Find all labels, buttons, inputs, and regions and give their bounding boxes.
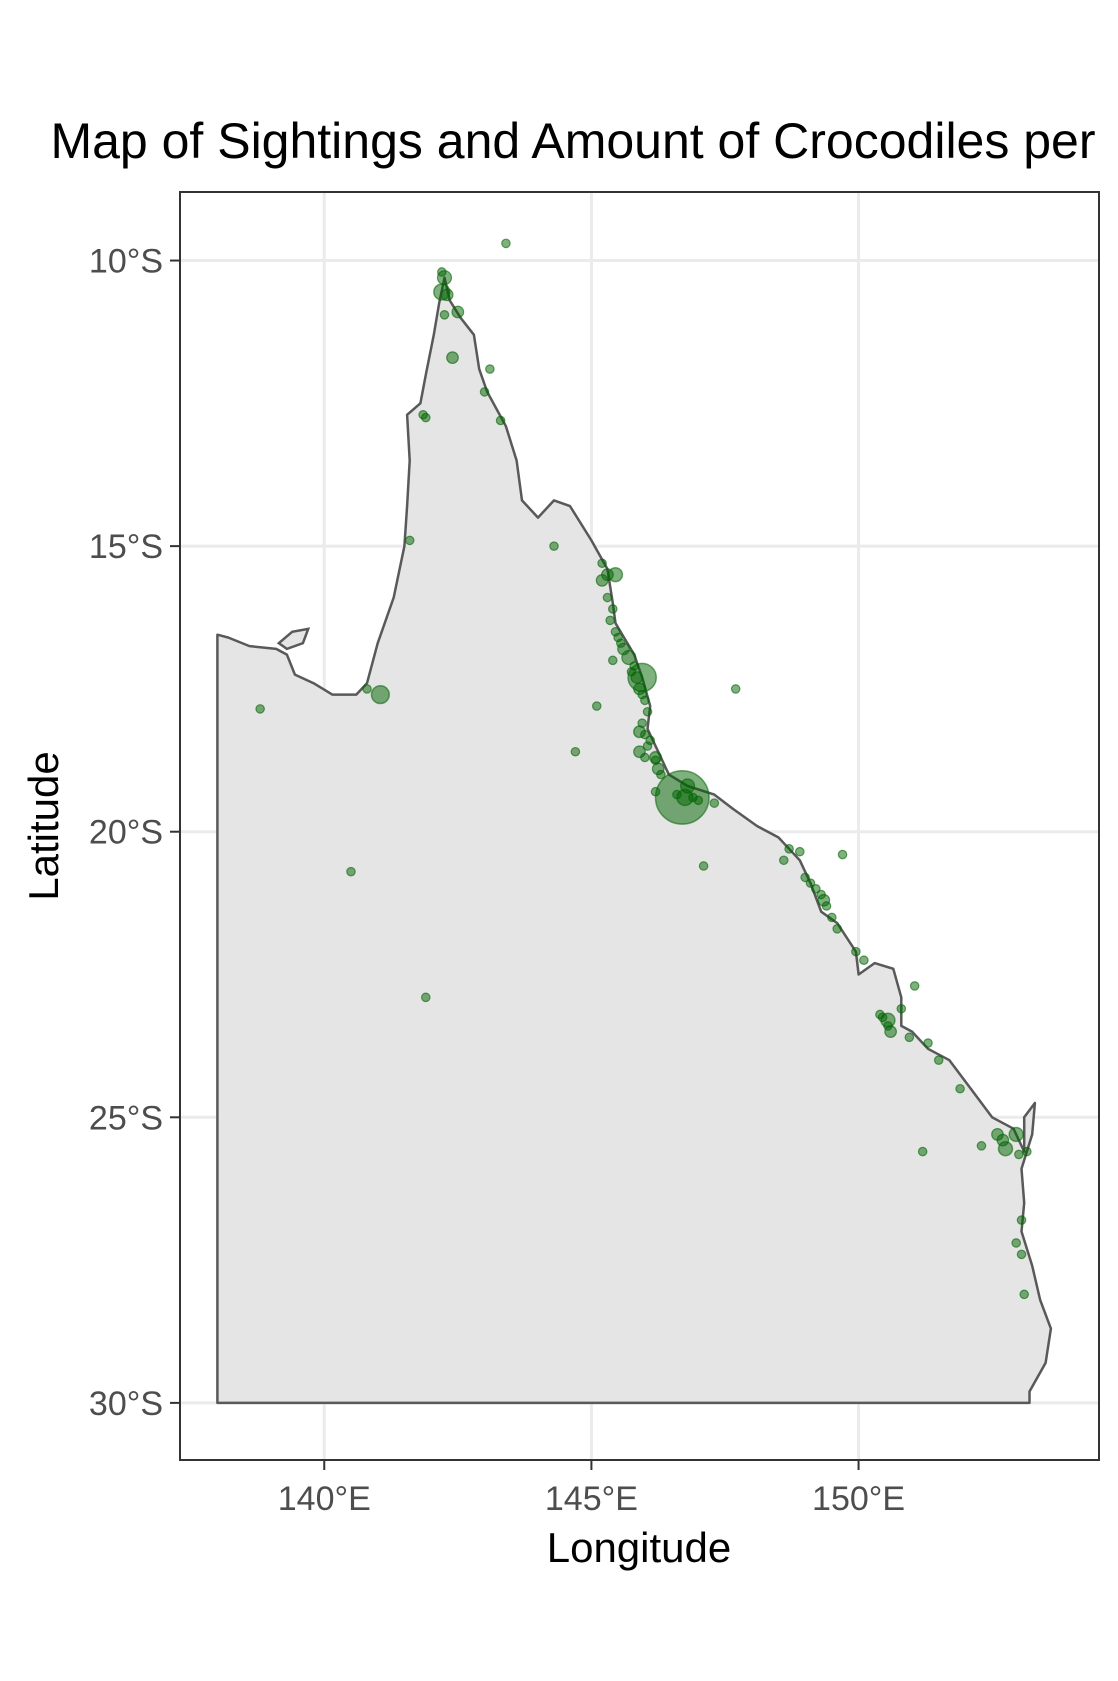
sighting-points — [255, 238, 1032, 1300]
sighting-point — [827, 912, 837, 923]
sighting-point — [495, 415, 506, 426]
sighting-point — [440, 288, 454, 302]
sighting-point — [642, 741, 653, 751]
sighting-point — [800, 872, 810, 883]
sighting-point — [362, 684, 372, 694]
sighting-point — [656, 769, 666, 780]
sighting-point — [642, 706, 653, 717]
sighting-point — [693, 795, 704, 806]
sighting-point — [420, 412, 431, 423]
sighting-point — [904, 1032, 915, 1043]
sighting-point — [851, 946, 861, 957]
sighting-point — [439, 310, 450, 320]
sighting-point — [640, 695, 650, 706]
y-tick-label: 10°S — [89, 243, 163, 281]
sighting-point — [794, 846, 805, 857]
sighting-point — [255, 704, 265, 714]
sighting-point — [821, 901, 832, 911]
sighting-point — [778, 855, 789, 866]
island-outline-0 — [276, 627, 311, 651]
x-tick-label: 145°E — [545, 1480, 638, 1518]
sighting-point — [621, 649, 637, 666]
sighting-point — [1022, 1146, 1032, 1157]
axis-ticks: 140°E 145°E 150°E 10°S 15°S 20°S 25°S 30°S — [89, 243, 905, 1518]
sighting-point — [1016, 1215, 1027, 1225]
sighting-point — [996, 1133, 1010, 1147]
sighting-point — [784, 844, 794, 854]
sighting-point — [404, 535, 415, 546]
sighting-point — [680, 778, 696, 794]
sighting-point — [637, 718, 647, 728]
sighting-point — [640, 752, 650, 763]
sighting-point — [832, 924, 842, 934]
sighting-point — [672, 789, 682, 800]
x-tick-label: 150°E — [812, 1480, 905, 1518]
sighting-point — [811, 884, 821, 894]
sighting-point — [451, 305, 465, 319]
sighting-point — [602, 592, 613, 603]
x-tick-label: 140°E — [278, 1480, 371, 1518]
sighting-point — [859, 955, 869, 966]
sighting-point — [607, 604, 618, 614]
sighting-point — [917, 1146, 928, 1157]
sighting-point-large-8 — [1008, 1126, 1024, 1143]
sighting-point — [640, 729, 650, 740]
x-axis-title: Longitude — [547, 1524, 732, 1571]
y-tick-label: 30°S — [89, 1385, 163, 1423]
sighting-point — [923, 1038, 933, 1048]
sighting-point — [976, 1141, 987, 1151]
sighting-point — [909, 981, 920, 991]
sighting-point — [933, 1055, 944, 1065]
sighting-point — [730, 684, 741, 694]
sighting-point — [597, 558, 607, 569]
y-tick-label: 25°S — [89, 1099, 163, 1137]
sighting-point — [595, 574, 609, 587]
chart-title: Map of Sightings and Amount of Crocodile… — [50, 113, 1095, 169]
y-tick-label: 15°S — [89, 528, 163, 566]
sighting-point — [1019, 1289, 1029, 1300]
sighting-point — [346, 866, 356, 877]
sighting-point — [709, 798, 720, 808]
y-tick-label: 20°S — [89, 814, 163, 852]
sighting-point — [607, 655, 618, 666]
sighting-point — [436, 270, 453, 286]
sighting-point — [630, 671, 644, 684]
sighting-point — [837, 849, 848, 860]
plot-panel-border — [179, 191, 1100, 1461]
y-axis-title: Latitude — [20, 751, 67, 900]
sighting-point — [420, 992, 431, 1003]
sighting-point — [877, 1012, 888, 1023]
sighting-point — [605, 615, 615, 626]
sighting-point — [1016, 1249, 1027, 1260]
sighting-point — [549, 541, 559, 551]
sighting-point — [485, 364, 495, 374]
sighting-point — [591, 701, 602, 711]
sighting-point — [884, 1025, 897, 1038]
sighting-point — [479, 387, 490, 397]
sighting-point — [501, 238, 511, 249]
sighting-point — [805, 878, 816, 888]
sighting-point — [650, 786, 661, 797]
sighting-point — [698, 861, 709, 871]
sighting-point — [955, 1083, 965, 1094]
sighting-point-large-2 — [370, 684, 391, 705]
sighting-point — [1011, 1238, 1021, 1248]
sighting-point — [570, 746, 581, 757]
sighting-point — [1014, 1149, 1024, 1160]
sighting-point — [896, 1003, 907, 1014]
sighting-point — [446, 351, 459, 365]
